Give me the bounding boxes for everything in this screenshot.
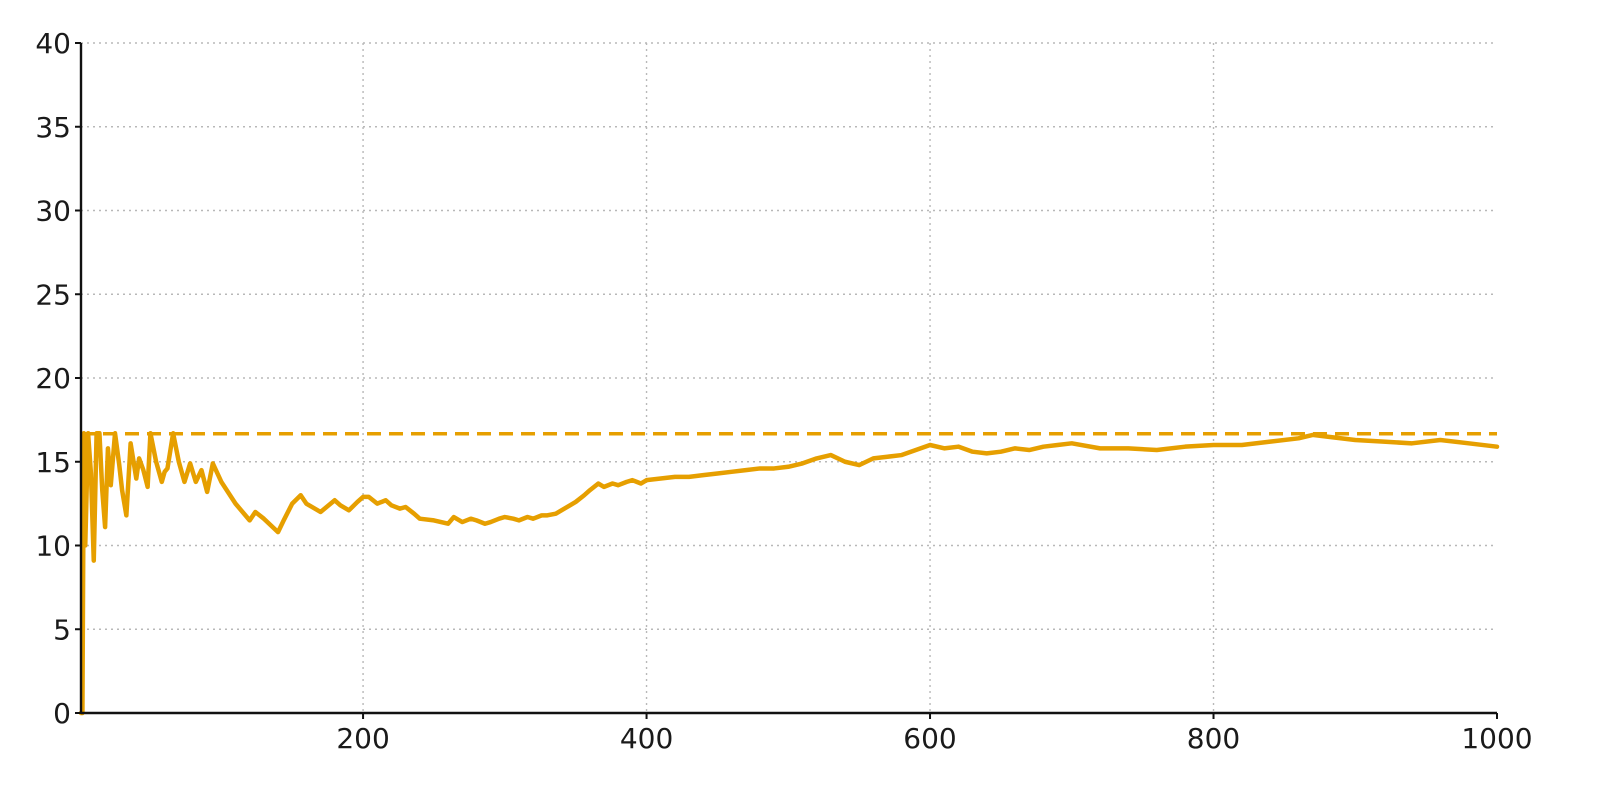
x-tick-label: 800 (1187, 722, 1240, 755)
x-tick-label: 1000 (1461, 722, 1532, 755)
y-tick-label: 30 (35, 195, 71, 228)
y-tick-label: 10 (35, 530, 71, 563)
y-tick-label: 35 (35, 111, 71, 144)
y-tick-label: 5 (53, 613, 71, 646)
y-tick-label: 15 (35, 446, 71, 479)
x-tick-label: 600 (903, 722, 956, 755)
gridlines (81, 42, 1497, 713)
series-line-0 (78, 431, 1500, 716)
y-tick-label: 20 (35, 362, 71, 395)
y-tick-label: 25 (35, 278, 71, 311)
x-tick-label: 200 (336, 722, 389, 755)
tick-labels: 0 5 10 15 20 25 30 35 40 200 400 600 800 1000 (35, 27, 1532, 755)
axes (75, 42, 1498, 719)
x-tick-label: 400 (620, 722, 673, 755)
y-tick-label: 40 (35, 27, 71, 60)
y-tick-label: 0 (53, 697, 71, 730)
series-layer (78, 431, 1500, 716)
